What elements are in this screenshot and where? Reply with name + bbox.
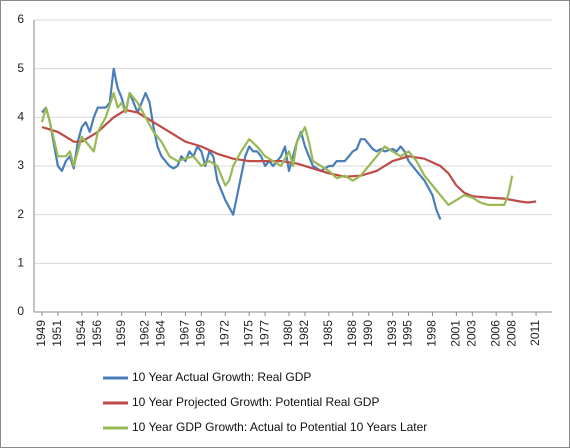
x-tick-label: 1954 <box>74 320 88 347</box>
series-line <box>40 91 514 206</box>
x-tick-label: 2003 <box>464 320 478 347</box>
x-tick-label: 1977 <box>257 320 271 347</box>
x-tick-label: 1969 <box>194 320 208 347</box>
x-tick-label: 2008 <box>504 320 518 347</box>
x-tick-label: 1998 <box>425 320 439 347</box>
legend-label: 10 Year Projected Growth: Potential Real… <box>132 395 379 409</box>
x-tick-label: 1995 <box>401 320 415 347</box>
y-tick-label: 6 <box>17 12 24 26</box>
x-tick-label: 1985 <box>321 320 335 347</box>
series-line <box>41 67 442 220</box>
x-tick-label: 2011 <box>528 320 542 346</box>
x-tick-label: 1975 <box>241 320 255 347</box>
y-tick-label: 4 <box>17 110 24 124</box>
x-tick-label: 1964 <box>154 320 168 347</box>
x-tick-label: 1949 <box>34 320 48 347</box>
x-tick-label: 1959 <box>114 320 128 347</box>
x-tick-label: 1990 <box>361 320 375 347</box>
x-tick-label: 1982 <box>297 320 311 347</box>
y-tick-label: 3 <box>17 158 24 172</box>
y-tick-label: 2 <box>17 207 24 221</box>
legend-label: 10 Year GDP Growth: Actual to Potential … <box>132 420 427 434</box>
series-line <box>41 108 537 204</box>
y-tick-label: 1 <box>17 256 24 270</box>
x-tick-label: 2006 <box>488 320 502 347</box>
x-tick-label: 1988 <box>345 320 359 347</box>
x-tick-label: 1962 <box>138 320 152 347</box>
x-tick-label: 1980 <box>281 320 295 347</box>
x-tick-label: 1951 <box>50 320 64 347</box>
x-tick-label: 2001 <box>449 320 463 347</box>
x-tick-label: 1967 <box>178 320 192 347</box>
x-tick-label: 1993 <box>385 320 399 347</box>
x-tick-label: 1972 <box>217 320 231 347</box>
y-tick-label: 0 <box>17 304 24 318</box>
x-tick-label: 1956 <box>90 320 104 347</box>
y-tick-label: 5 <box>17 61 24 75</box>
legend-label: 10 Year Actual Growth: Real GDP <box>132 370 311 384</box>
